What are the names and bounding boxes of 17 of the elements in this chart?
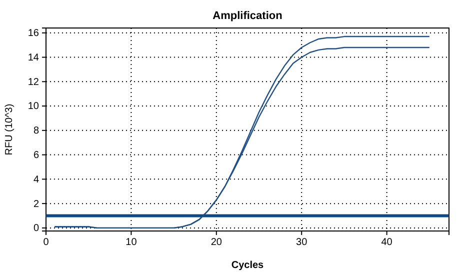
y-tick-label: 12 (28, 76, 40, 88)
x-tick-label: 10 (126, 237, 138, 248)
y-tick-label: 6 (33, 150, 40, 161)
y-tick-label: 16 (28, 28, 40, 40)
x-axis-title: Cycles (231, 260, 264, 271)
y-tick-label: 10 (28, 101, 40, 112)
x-tick-label: 30 (296, 237, 308, 248)
x-tick-label: 40 (381, 237, 393, 248)
y-tick-label: 14 (28, 52, 40, 64)
x-tick-label: 0 (43, 237, 50, 248)
y-tick-label: 4 (33, 174, 40, 186)
chart-title: Amplification (212, 10, 283, 22)
y-axis-title: RFU (10^3) (4, 104, 15, 156)
y-tick-label: 8 (33, 126, 40, 137)
y-tick-label: 2 (33, 198, 40, 210)
x-tick-label: 20 (210, 237, 222, 248)
y-tick-label: 0 (33, 223, 40, 234)
